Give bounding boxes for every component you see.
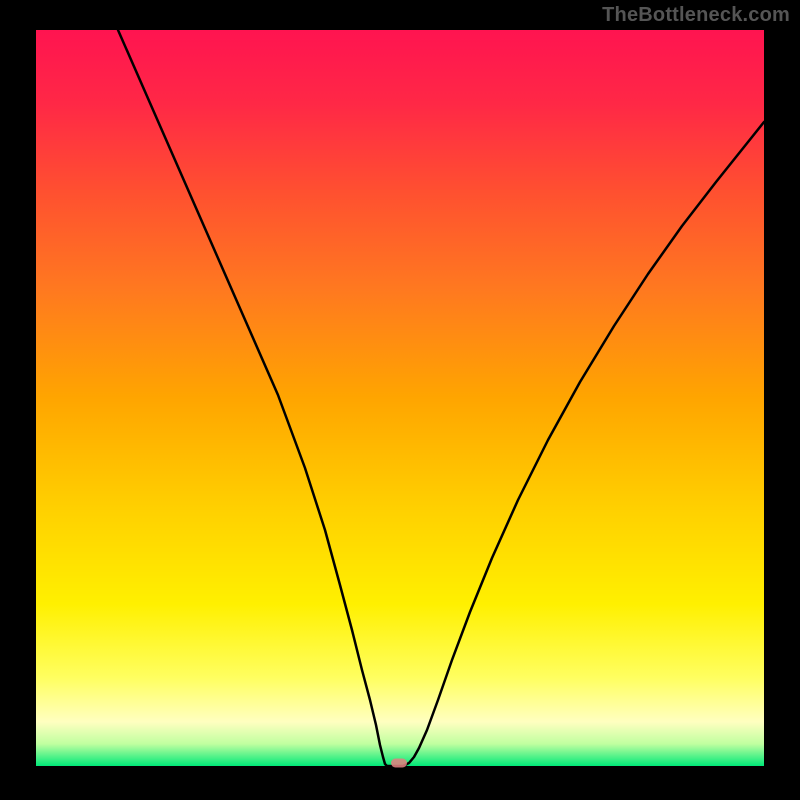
bottleneck-chart	[0, 0, 800, 800]
plot-background-gradient	[36, 30, 764, 766]
watermark-text: TheBottleneck.com	[602, 4, 790, 27]
minimum-marker	[391, 759, 407, 768]
